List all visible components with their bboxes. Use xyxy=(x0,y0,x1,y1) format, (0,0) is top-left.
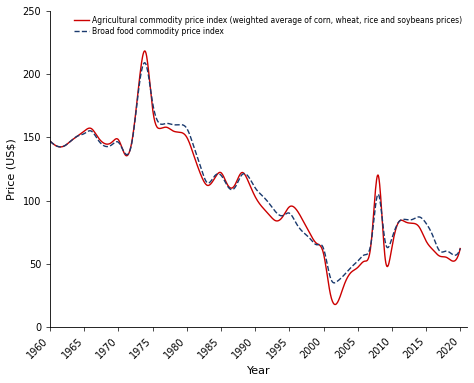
Agricultural commodity price index (weighted average of corn, wheat, rice and soybeans prices) xyxy=(309,235,315,239)
Broad food commodity price index xyxy=(142,61,147,65)
Broad food commodity price index xyxy=(286,211,292,215)
Broad food commodity price index xyxy=(401,217,407,222)
Legend: Agricultural commodity price index (weighted average of corn, wheat, rice and so: Agricultural commodity price index (weig… xyxy=(71,13,465,39)
Agricultural commodity price index (weighted average of corn, wheat, rice and soybeans prices) xyxy=(142,49,147,53)
Agricultural commodity price index (weighted average of corn, wheat, rice and soybeans prices) xyxy=(297,212,302,217)
Line: Broad food commodity price index: Broad food commodity price index xyxy=(50,63,460,283)
Agricultural commodity price index (weighted average of corn, wheat, rice and soybeans prices) xyxy=(401,219,407,224)
Broad food commodity price index xyxy=(47,139,53,143)
Line: Agricultural commodity price index (weighted average of corn, wheat, rice and soybeans prices): Agricultural commodity price index (weig… xyxy=(50,51,460,304)
Agricultural commodity price index (weighted average of corn, wheat, rice and soybeans prices) xyxy=(359,260,365,265)
X-axis label: Year: Year xyxy=(247,366,270,376)
Agricultural commodity price index (weighted average of corn, wheat, rice and soybeans prices) xyxy=(332,302,338,307)
Broad food commodity price index xyxy=(359,254,365,259)
Broad food commodity price index xyxy=(73,135,78,140)
Broad food commodity price index xyxy=(457,246,463,251)
Agricultural commodity price index (weighted average of corn, wheat, rice and soybeans prices) xyxy=(457,246,463,251)
Broad food commodity price index xyxy=(309,239,315,243)
Agricultural commodity price index (weighted average of corn, wheat, rice and soybeans prices) xyxy=(286,205,292,210)
Agricultural commodity price index (weighted average of corn, wheat, rice and soybeans prices) xyxy=(47,139,53,143)
Y-axis label: Price (US$): Price (US$) xyxy=(7,138,17,200)
Broad food commodity price index xyxy=(297,226,302,231)
Broad food commodity price index xyxy=(332,281,337,285)
Agricultural commodity price index (weighted average of corn, wheat, rice and soybeans prices) xyxy=(73,135,78,140)
